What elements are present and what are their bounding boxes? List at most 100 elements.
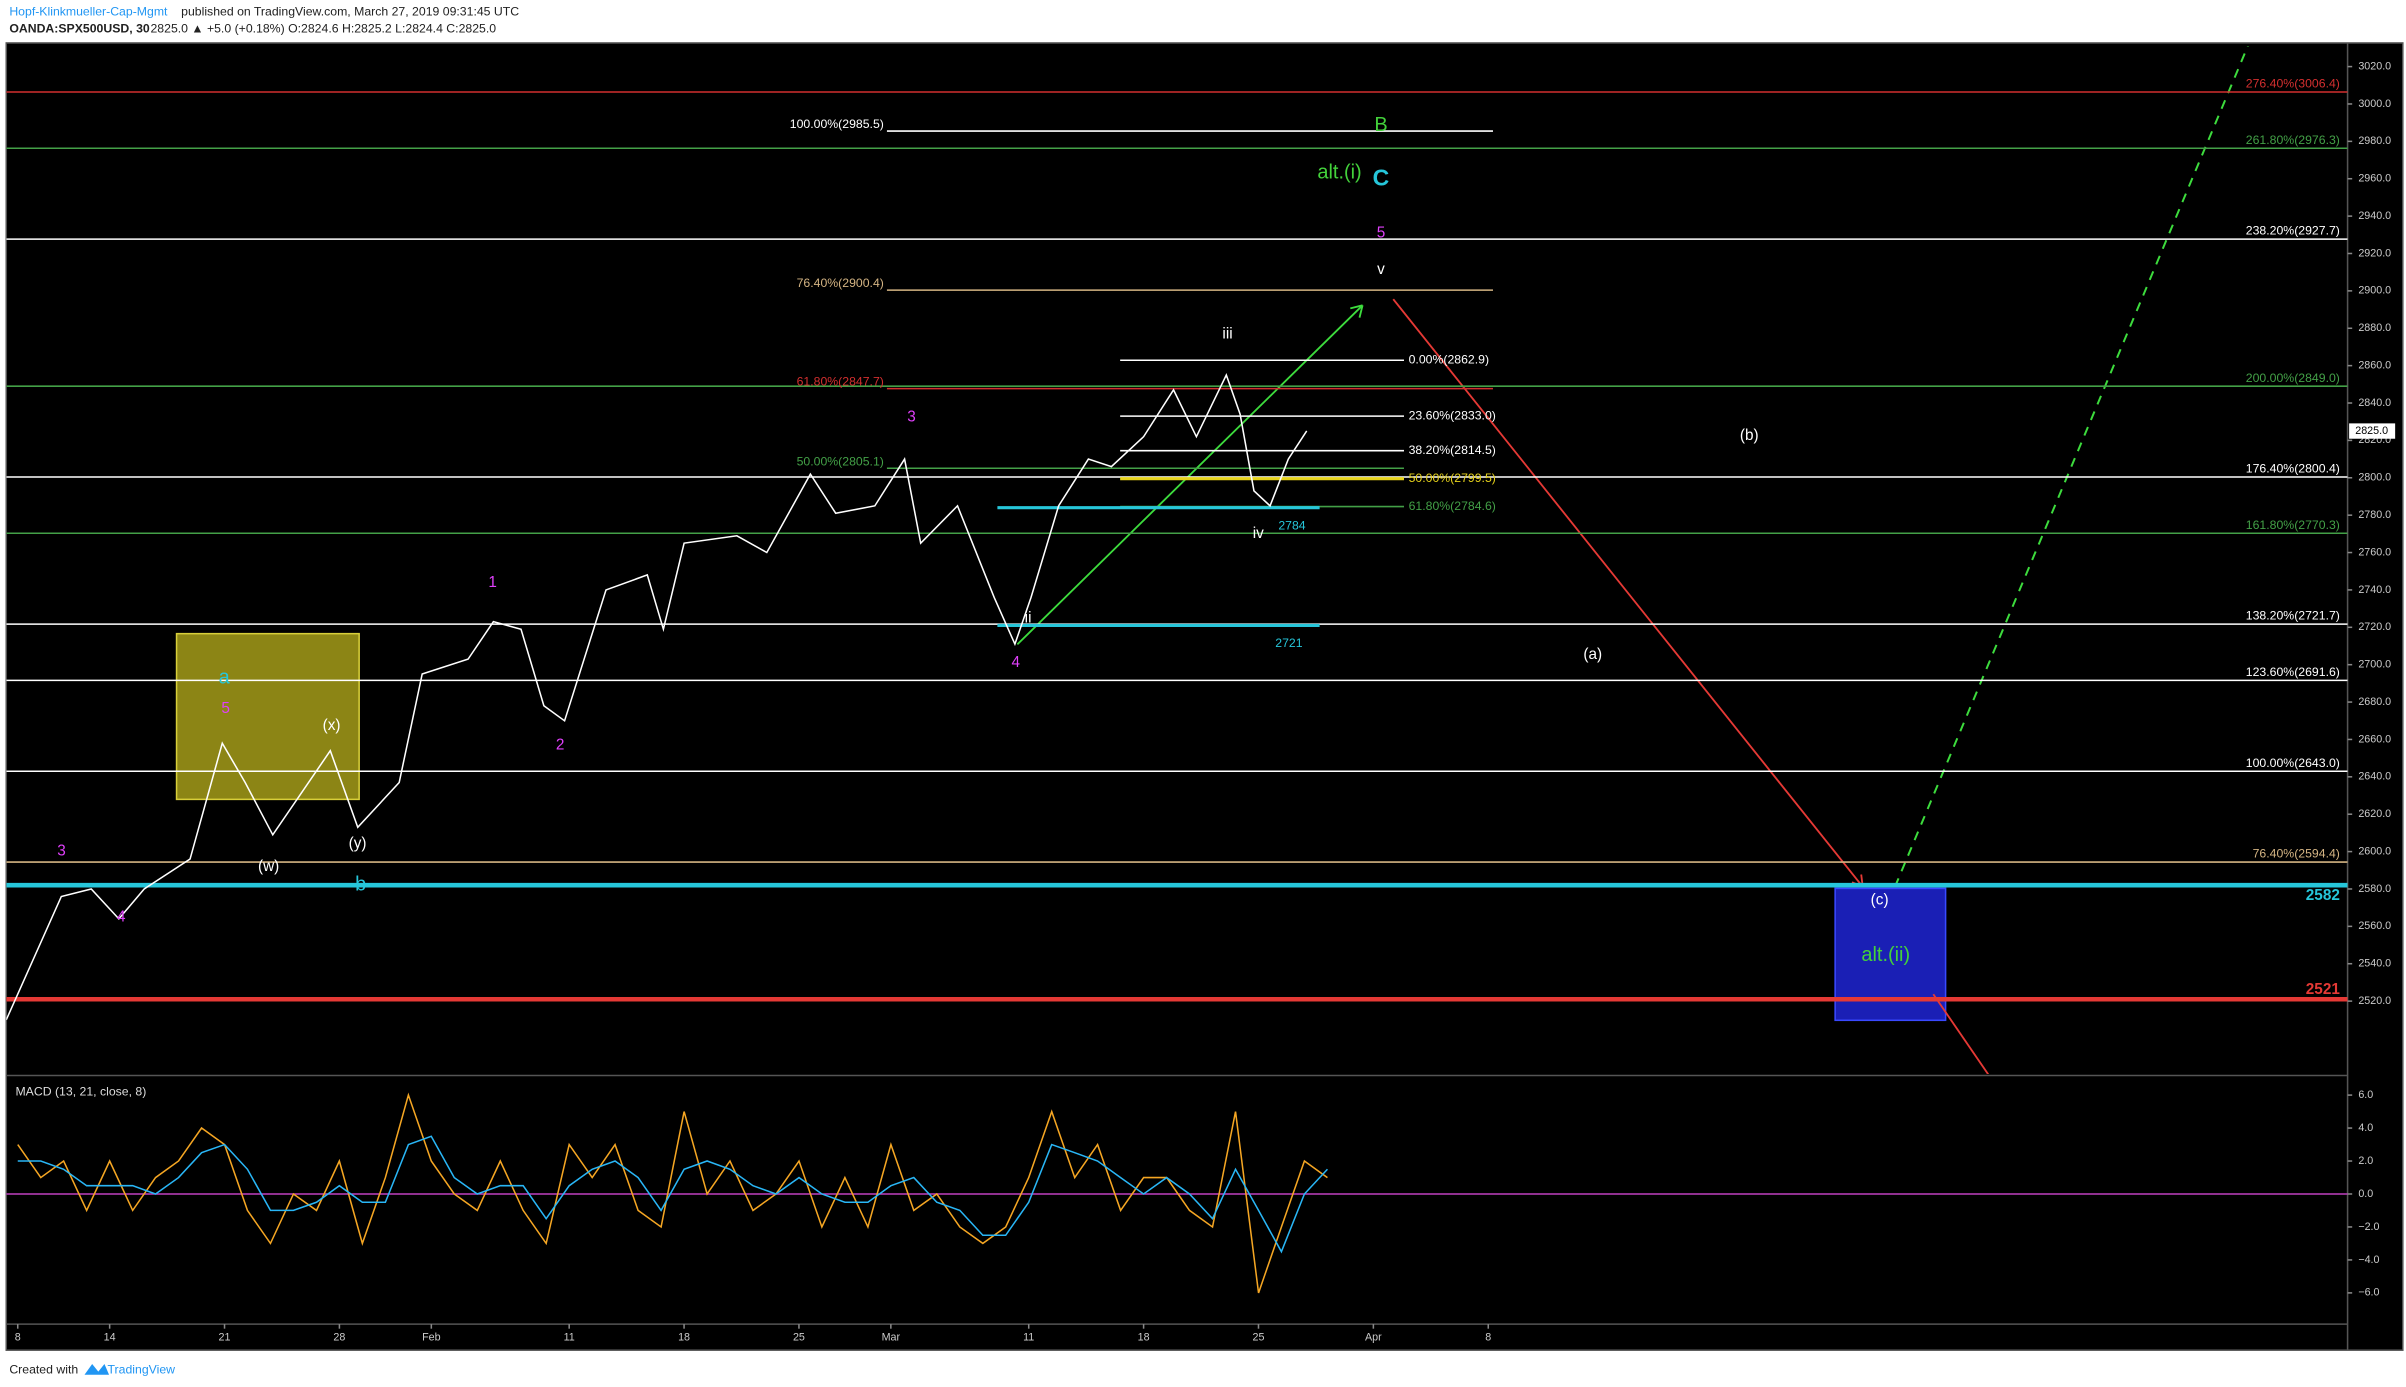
level-label: 161.80%(2770.3) [2246,518,2340,532]
y-tick-label: 2640.0 [2358,771,2391,783]
y-tick-label: 4.0 [2358,1122,2373,1134]
y-tick-label: 2900.0 [2358,285,2391,297]
wave-label: B [1374,114,1387,136]
alt-arrow [1932,993,1990,1075]
y-tick-label: 2660.0 [2358,733,2391,745]
y-tick-label: 2580.0 [2358,883,2391,895]
chart-area [5,42,2404,1351]
header-published: published on TradingView.com, March 27, … [181,5,519,19]
y-tick-label: 2560.0 [2358,920,2391,932]
wave-label: (y) [349,835,367,852]
wave-label: b [355,874,366,896]
x-tick-label: 18 [678,1332,690,1344]
price-line [17,1135,1328,1254]
level-label: 2521 [2306,981,2341,998]
wave-label: (a) [1583,646,1602,663]
y-tick-label: 2780.0 [2358,509,2391,521]
x-tick-label: 25 [793,1332,805,1344]
last-price-label: 2825.0 [2355,425,2388,437]
wave-label: C [1373,165,1390,191]
x-tick-label: 11 [1023,1332,1034,1344]
y-tick-label: 2720.0 [2358,621,2391,633]
y-tick-label: 2880.0 [2358,322,2391,334]
y-tick-label: −2.0 [2358,1221,2379,1233]
x-tick-label: 28 [333,1332,345,1344]
x-tick-label: 14 [104,1332,116,1344]
y-tick-label: 2960.0 [2358,173,2391,185]
y-tick-label: 3020.0 [2358,60,2391,72]
y-tick-label: 2680.0 [2358,696,2391,708]
level-label: 76.40%(2594.4) [2253,847,2340,861]
y-tick-label: 2600.0 [2358,845,2391,857]
footer-created: Created with [9,1362,78,1376]
level-label: 23.60%(2833.0) [1409,408,1496,422]
y-tick-label: −6.0 [2358,1287,2379,1299]
y-tick-label: 2940.0 [2358,210,2391,222]
x-tick-label: Apr [1365,1332,1382,1344]
wave-label: a [219,666,231,688]
level-label: 61.80%(2784.6) [1409,499,1496,513]
y-tick-label: 2740.0 [2358,584,2391,596]
x-tick-label: Mar [882,1332,901,1344]
level-label: 50.00%(2799.5) [1409,471,1496,485]
level-label: 76.40%(2900.4) [797,276,884,290]
header-ohlc: 2825.0 ▲ +5.0 (+0.18%) O:2824.6 H:2825.2… [150,21,496,35]
price-layer [6,91,2348,1021]
y-tick-label: 2520.0 [2358,995,2391,1007]
x-tick-label: 11 [564,1332,575,1344]
level-label: 276.40%(3006.4) [2246,77,2340,91]
level-label: 50.00%(2805.1) [797,454,884,468]
price-line [6,372,1308,1021]
wave-label: alt.(i) [1317,162,1361,184]
wave-label: ii [1025,609,1032,626]
y-tick-label: 2540.0 [2358,958,2391,970]
level-label: 176.40%(2800.4) [2246,462,2340,476]
y-tick-label: 3000.0 [2358,98,2391,110]
level-label: 100.00%(2985.5) [790,117,884,131]
wave-label: 4 [1012,654,1021,671]
y-tick-label: 6.0 [2358,1089,2373,1101]
level-label: 238.20%(2927.7) [2246,224,2340,238]
footer-brand[interactable]: TradingView [108,1362,176,1376]
level-label: 2721 [1275,636,1302,650]
header-author[interactable]: Hopf-Klinkmueller-Cap-Mgmt [9,5,168,19]
arrow-up [1016,304,1364,646]
y-tick-label: 2.0 [2358,1155,2373,1167]
y-tick-label: 2980.0 [2358,135,2391,147]
level-label: 0.00%(2862.9) [1409,352,1489,366]
wave-label: (b) [1740,427,1759,444]
level-label: 138.20%(2721.7) [2246,609,2340,623]
y-tick-label: 0.0 [2358,1188,2373,1200]
wave-label: 5 [221,700,230,717]
wave-label: iv [1253,525,1264,542]
wave-label: (w) [258,858,279,875]
y-tick-label: 2800.0 [2358,472,2391,484]
y-tick-label: 2760.0 [2358,546,2391,558]
wave-label: (x) [323,717,341,734]
y-tick-label: 2700.0 [2358,659,2391,671]
y-tick-label: 2840.0 [2358,397,2391,409]
level-label: 200.00%(2849.0) [2246,371,2340,385]
price-line [17,1092,1328,1294]
wave-label: (c) [1871,892,1889,909]
y-tick-label: −4.0 [2358,1254,2379,1266]
last-price-tag [2349,423,2396,439]
x-tick-label: 18 [1138,1332,1150,1344]
wave-label: iii [1222,326,1232,343]
wave-label: alt.(ii) [1861,944,1910,966]
header-symbol: OANDA:SPX500USD, 30 [9,21,150,35]
wave-label: 1 [488,574,497,591]
x-tick-label: Feb [422,1332,441,1344]
brand-logo [84,1363,110,1375]
level-label: 61.80%(2847.7) [797,375,884,389]
indicator-title: MACD (13, 21, close, 8) [15,1085,146,1099]
x-tick-label: 8 [1485,1332,1491,1344]
wave-label: 3 [907,408,916,425]
y-tick-label: 2860.0 [2358,359,2391,371]
wave-label: 2 [556,737,565,754]
x-tick-label: 21 [219,1332,231,1344]
level-label: 38.20%(2814.5) [1409,443,1496,457]
x-tick-label: 8 [15,1332,21,1344]
